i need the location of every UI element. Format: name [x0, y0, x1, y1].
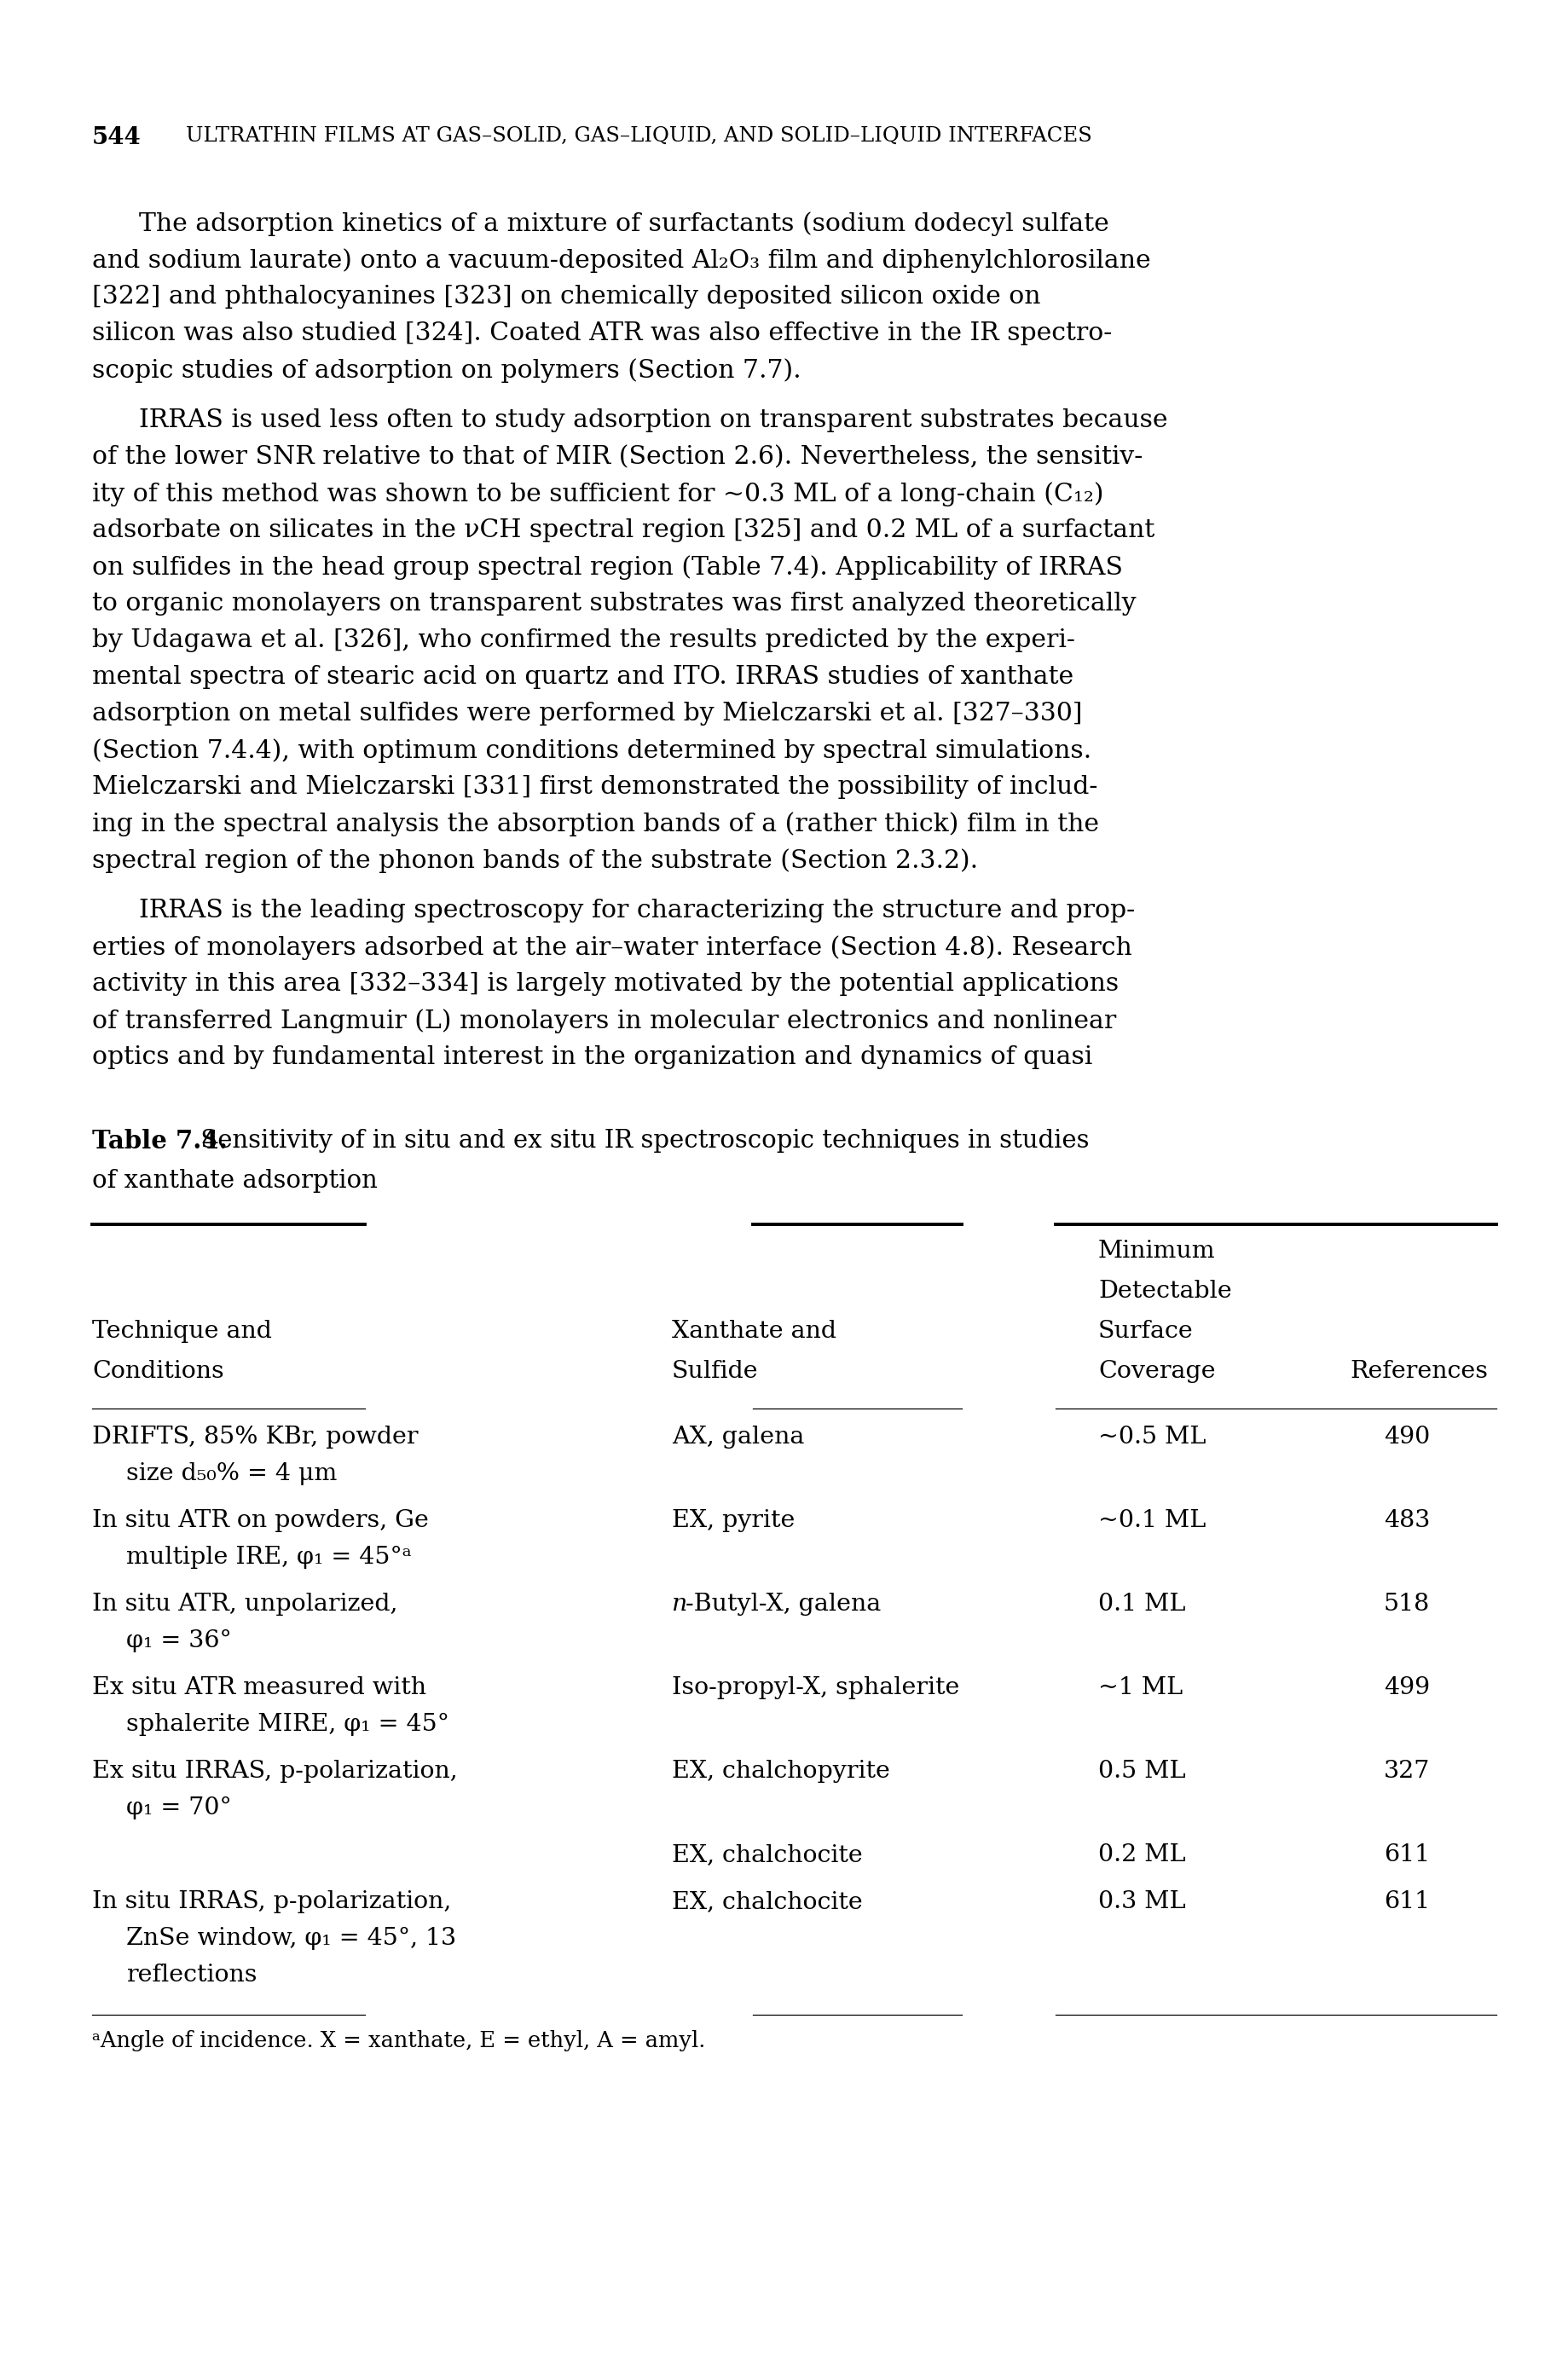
Text: Ex situ IRRAS, p-polarization,: Ex situ IRRAS, p-polarization, [93, 1760, 458, 1784]
Text: DRIFTS, 85% KBr, powder: DRIFTS, 85% KBr, powder [93, 1427, 419, 1448]
Text: Sulfide: Sulfide [671, 1360, 757, 1384]
Text: Table 7.4.: Table 7.4. [93, 1129, 227, 1155]
Text: φ₁ = 70°: φ₁ = 70° [125, 1796, 232, 1819]
Text: 499: 499 [1383, 1675, 1428, 1699]
Text: IRRAS is the leading spectroscopy for characterizing the structure and prop-: IRRAS is the leading spectroscopy for ch… [140, 899, 1135, 923]
Text: ZnSe window, φ₁ = 45°, 13: ZnSe window, φ₁ = 45°, 13 [125, 1926, 456, 1950]
Text: 483: 483 [1383, 1510, 1430, 1533]
Text: The adsorption kinetics of a mixture of surfactants (sodium dodecyl sulfate: The adsorption kinetics of a mixture of … [140, 211, 1109, 237]
Text: silicon was also studied [324]. Coated ATR was also effective in the IR spectro-: silicon was also studied [324]. Coated A… [93, 322, 1112, 345]
Text: Detectable: Detectable [1098, 1280, 1231, 1304]
Text: -Butyl-X, galena: -Butyl-X, galena [685, 1592, 881, 1616]
Text: to organic monolayers on transparent substrates was first analyzed theoretically: to organic monolayers on transparent sub… [93, 592, 1135, 615]
Text: Mielczarski and Mielczarski [331] first demonstrated the possibility of includ-: Mielczarski and Mielczarski [331] first … [93, 776, 1098, 800]
Text: EX, chalchocite: EX, chalchocite [671, 1890, 862, 1914]
Text: References: References [1348, 1360, 1486, 1384]
Text: on sulfides in the head group spectral region (Table 7.4). Applicability of IRRA: on sulfides in the head group spectral r… [93, 556, 1123, 580]
Text: Xanthate and: Xanthate and [671, 1320, 836, 1344]
Text: 490: 490 [1383, 1427, 1430, 1448]
Text: Conditions: Conditions [93, 1360, 224, 1384]
Text: adsorbate on silicates in the νCH spectral region [325] and 0.2 ML of a surfacta: adsorbate on silicates in the νCH spectr… [93, 518, 1154, 542]
Text: EX, chalchocite: EX, chalchocite [671, 1843, 862, 1867]
Text: In situ IRRAS, p-polarization,: In situ IRRAS, p-polarization, [93, 1890, 452, 1914]
Text: of xanthate adsorption: of xanthate adsorption [93, 1169, 378, 1192]
Text: AX, galena: AX, galena [671, 1427, 804, 1448]
Text: [322] and phthalocyanines [323] on chemically deposited silicon oxide on: [322] and phthalocyanines [323] on chemi… [93, 284, 1040, 308]
Text: adsorption on metal sulfides were performed by Mielczarski et al. [327–330]: adsorption on metal sulfides were perfor… [93, 703, 1082, 726]
Text: scopic studies of adsorption on polymers (Section 7.7).: scopic studies of adsorption on polymers… [93, 357, 801, 383]
Text: ULTRATHIN FILMS AT GAS–SOLID, GAS–LIQUID, AND SOLID–LIQUID INTERFACES: ULTRATHIN FILMS AT GAS–SOLID, GAS–LIQUID… [185, 125, 1091, 147]
Text: In situ ATR on powders, Ge: In situ ATR on powders, Ge [93, 1510, 428, 1533]
Text: IRRAS is used less often to study adsorption on transparent substrates because: IRRAS is used less often to study adsorp… [140, 409, 1167, 433]
Text: 0.5 ML: 0.5 ML [1098, 1760, 1185, 1784]
Text: 0.1 ML: 0.1 ML [1098, 1592, 1185, 1616]
Text: Coverage: Coverage [1098, 1360, 1215, 1384]
Text: ity of this method was shown to be sufficient for ~0.3 ML of a long-chain (C₁₂): ity of this method was shown to be suffi… [93, 483, 1104, 506]
Text: multiple IRE, φ₁ = 45°ᵃ: multiple IRE, φ₁ = 45°ᵃ [125, 1545, 411, 1569]
Text: 327: 327 [1383, 1760, 1430, 1784]
Text: Ex situ ATR measured with: Ex situ ATR measured with [93, 1675, 426, 1699]
Text: n: n [671, 1592, 687, 1616]
Text: Iso-propyl-X, sphalerite: Iso-propyl-X, sphalerite [671, 1675, 960, 1699]
Text: 0.3 ML: 0.3 ML [1098, 1890, 1185, 1914]
Text: size d₅₀% = 4 μm: size d₅₀% = 4 μm [125, 1462, 337, 1486]
Text: reflections: reflections [125, 1964, 257, 1987]
Text: Technique and: Technique and [93, 1320, 271, 1344]
Text: erties of monolayers adsorbed at the air–water interface (Section 4.8). Research: erties of monolayers adsorbed at the air… [93, 935, 1132, 961]
Text: optics and by fundamental interest in the organization and dynamics of quasi: optics and by fundamental interest in th… [93, 1046, 1091, 1069]
Text: Sensitivity of in situ and ex situ IR spectroscopic techniques in studies: Sensitivity of in situ and ex situ IR sp… [193, 1129, 1088, 1152]
Text: mental spectra of stearic acid on quartz and ITO. IRRAS studies of xanthate: mental spectra of stearic acid on quartz… [93, 665, 1073, 689]
Text: 0.2 ML: 0.2 ML [1098, 1843, 1185, 1867]
Text: ~0.5 ML: ~0.5 ML [1098, 1427, 1206, 1448]
Text: of the lower SNR relative to that of MIR (Section 2.6). Nevertheless, the sensit: of the lower SNR relative to that of MIR… [93, 445, 1142, 468]
Text: 544: 544 [93, 125, 141, 149]
Text: EX, chalchopyrite: EX, chalchopyrite [671, 1760, 889, 1784]
Text: Minimum: Minimum [1098, 1240, 1215, 1263]
Text: sphalerite MIRE, φ₁ = 45°: sphalerite MIRE, φ₁ = 45° [125, 1713, 448, 1737]
Text: (Section 7.4.4), with optimum conditions determined by spectral simulations.: (Section 7.4.4), with optimum conditions… [93, 738, 1091, 762]
Text: activity in this area [332–334] is largely motivated by the potential applicatio: activity in this area [332–334] is large… [93, 972, 1118, 996]
Text: ing in the spectral analysis the absorption bands of a (rather thick) film in th: ing in the spectral analysis the absorpt… [93, 812, 1099, 835]
Text: and sodium laurate) onto a vacuum-deposited Al₂O₃ film and diphenylchlorosilane: and sodium laurate) onto a vacuum-deposi… [93, 248, 1149, 272]
Text: of transferred Langmuir (L) monolayers in molecular electronics and nonlinear: of transferred Langmuir (L) monolayers i… [93, 1008, 1116, 1034]
Text: φ₁ = 36°: φ₁ = 36° [125, 1630, 232, 1651]
Text: by Udagawa et al. [326], who confirmed the results predicted by the experi-: by Udagawa et al. [326], who confirmed t… [93, 629, 1074, 653]
Text: Surface: Surface [1098, 1320, 1193, 1344]
Text: spectral region of the phonon bands of the substrate (Section 2.3.2).: spectral region of the phonon bands of t… [93, 849, 977, 873]
Text: 611: 611 [1383, 1890, 1428, 1914]
Text: 518: 518 [1383, 1592, 1430, 1616]
Text: ~1 ML: ~1 ML [1098, 1675, 1182, 1699]
Text: In situ ATR, unpolarized,: In situ ATR, unpolarized, [93, 1592, 397, 1616]
Text: 611: 611 [1383, 1843, 1428, 1867]
Text: ᵃAngle of incidence. X = xanthate, E = ethyl, A = amyl.: ᵃAngle of incidence. X = xanthate, E = e… [93, 2030, 706, 2051]
Text: ~0.1 ML: ~0.1 ML [1098, 1510, 1206, 1533]
Text: EX, pyrite: EX, pyrite [671, 1510, 795, 1533]
